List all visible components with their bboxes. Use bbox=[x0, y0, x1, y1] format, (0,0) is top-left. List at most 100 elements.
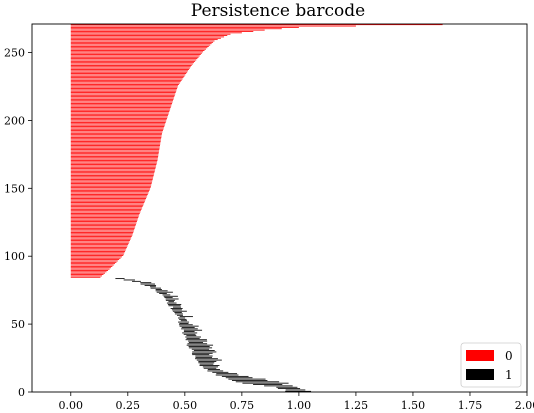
bar-dim0 bbox=[70, 48, 206, 50]
bar-dim0 bbox=[70, 105, 172, 107]
bar-dim0 bbox=[70, 242, 129, 244]
bar-dim0 bbox=[70, 79, 182, 81]
bar-dim0 bbox=[70, 112, 169, 114]
bar-dim0 bbox=[70, 253, 124, 255]
bar-dim0 bbox=[70, 251, 126, 252]
bar-dim0 bbox=[70, 154, 159, 156]
bar-dim1 bbox=[225, 377, 253, 379]
bar-dim0 bbox=[70, 86, 178, 88]
bar-dim0 bbox=[70, 153, 159, 155]
bar-dim0 bbox=[70, 200, 145, 202]
bar-dim0 bbox=[70, 43, 212, 45]
bar-dim1 bbox=[179, 323, 189, 324]
x-tick-label: 1.75 bbox=[458, 399, 483, 412]
bar-dim0 bbox=[70, 147, 160, 149]
bar-dim1 bbox=[192, 354, 210, 356]
bar-dim1 bbox=[180, 320, 188, 322]
bar-dim1 bbox=[215, 374, 239, 376]
bar-dim0 bbox=[70, 170, 155, 172]
bar-dim1 bbox=[182, 332, 198, 334]
bar-dim0 bbox=[70, 222, 137, 224]
bar-dim0 bbox=[70, 73, 187, 74]
bar-dim0 bbox=[70, 271, 107, 273]
bar-dim1 bbox=[198, 362, 215, 364]
bar-dim0 bbox=[70, 143, 161, 145]
bar-dim0 bbox=[70, 134, 162, 136]
bar-dim0 bbox=[70, 275, 102, 277]
bar-dim0 bbox=[70, 264, 114, 266]
bar-dim0 bbox=[70, 98, 174, 100]
bar-dim1 bbox=[178, 317, 186, 319]
bar-dim1 bbox=[150, 287, 161, 289]
bar-dim1 bbox=[159, 293, 167, 294]
bar-dim0 bbox=[70, 244, 129, 246]
bar-dim1 bbox=[193, 350, 215, 351]
bar-dim1 bbox=[176, 314, 183, 316]
bar-dim0 bbox=[70, 111, 170, 113]
bar-dim0 bbox=[70, 189, 150, 191]
bar-dim0 bbox=[70, 65, 192, 66]
bar-dim1 bbox=[168, 301, 174, 303]
bar-dim1 bbox=[228, 378, 266, 380]
bar-dim0 bbox=[70, 138, 162, 140]
bar-dim0 bbox=[70, 136, 162, 138]
bar-dim0 bbox=[70, 241, 130, 243]
bar-dim0 bbox=[70, 177, 154, 179]
bar-dim1 bbox=[179, 318, 187, 320]
bar-dim0 bbox=[70, 157, 158, 159]
bar-dim0 bbox=[70, 141, 161, 142]
bar-dim0 bbox=[70, 183, 152, 184]
bar-dim1 bbox=[178, 321, 190, 323]
bar-dim0 bbox=[70, 259, 120, 261]
bar-dim0 bbox=[70, 115, 168, 117]
bar-dim0 bbox=[70, 70, 189, 72]
bar-dim0 bbox=[70, 207, 143, 209]
bar-dim0 bbox=[70, 161, 158, 163]
bar-dim0 bbox=[70, 77, 184, 79]
bar-dim1 bbox=[132, 280, 141, 282]
bar-dim0 bbox=[70, 89, 177, 91]
bar-dim1 bbox=[187, 343, 208, 345]
bar-dim0 bbox=[70, 44, 211, 46]
bar-dim1 bbox=[179, 316, 193, 318]
bar-dim0 bbox=[70, 66, 191, 68]
bar-dim1 bbox=[285, 390, 312, 392]
bar-dim1 bbox=[174, 312, 182, 313]
bar-dim0 bbox=[70, 158, 158, 160]
bar-dim0 bbox=[70, 117, 168, 119]
bar-dim0 bbox=[70, 184, 152, 186]
bar-dim0 bbox=[70, 127, 164, 129]
bar-dim1 bbox=[191, 352, 213, 354]
bar-dim1 bbox=[221, 375, 249, 377]
bar-dim1 bbox=[199, 365, 220, 366]
legend-swatch-0 bbox=[466, 350, 494, 361]
bar-dim1 bbox=[167, 303, 182, 305]
x-tick-label: 0.00 bbox=[59, 399, 84, 412]
bar-dim0 bbox=[70, 62, 194, 64]
bar-dim1 bbox=[188, 342, 204, 343]
bar-dim0 bbox=[70, 47, 208, 49]
bar-dim1 bbox=[164, 297, 173, 299]
bar-dim1 bbox=[196, 359, 222, 361]
bar-dim0 bbox=[70, 90, 177, 92]
bar-dim1 bbox=[156, 291, 173, 293]
bar-dim0 bbox=[70, 31, 254, 32]
bar-dim0 bbox=[70, 81, 181, 83]
bar-dim0 bbox=[70, 25, 356, 27]
bar-dim0 bbox=[70, 215, 139, 217]
bar-dim1 bbox=[140, 282, 152, 284]
bar-dim1 bbox=[165, 298, 179, 300]
bar-dim1 bbox=[171, 309, 182, 311]
bar-dim0 bbox=[70, 67, 190, 69]
bar-dim0 bbox=[70, 169, 156, 171]
bar-dim0 bbox=[70, 257, 121, 259]
bar-dim0 bbox=[70, 59, 197, 61]
bar-dim0 bbox=[70, 196, 147, 198]
bar-dim0 bbox=[70, 24, 443, 26]
bar-dim0 bbox=[70, 217, 139, 218]
bar-dim1 bbox=[198, 361, 217, 362]
bar-dim0 bbox=[70, 145, 160, 146]
bar-dim0 bbox=[70, 100, 173, 102]
y-axis: 0 50 100 150 200 250 bbox=[4, 47, 32, 399]
